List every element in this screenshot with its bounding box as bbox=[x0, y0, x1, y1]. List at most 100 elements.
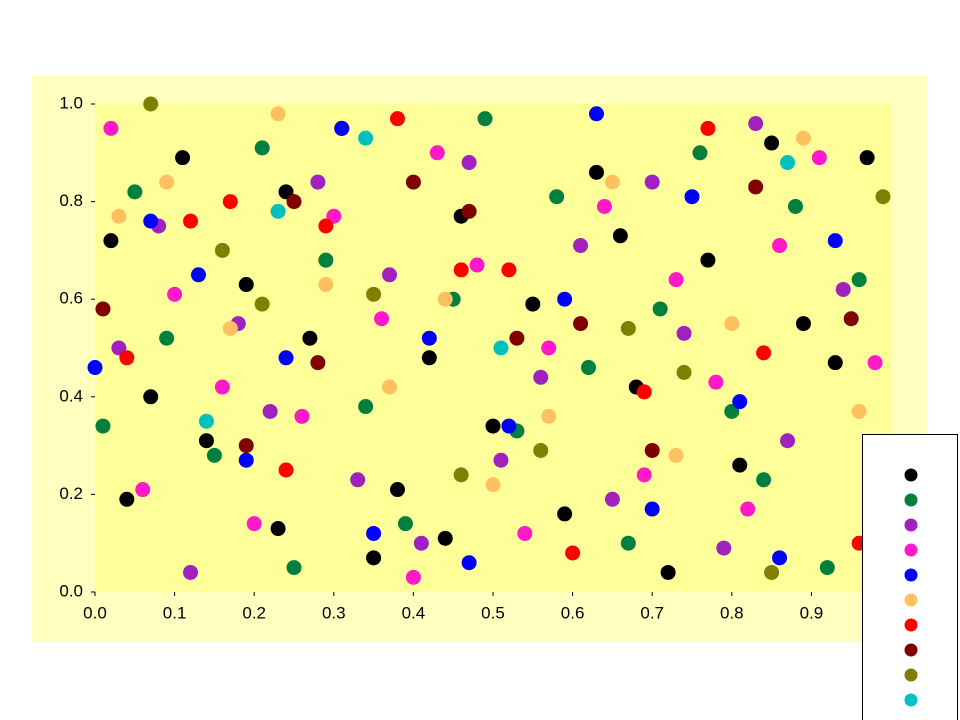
point bbox=[756, 472, 772, 488]
point bbox=[382, 267, 398, 283]
point bbox=[740, 501, 756, 517]
point bbox=[501, 418, 517, 434]
point bbox=[851, 272, 867, 288]
point bbox=[485, 418, 501, 434]
legend-marker bbox=[904, 468, 918, 482]
point bbox=[604, 491, 620, 507]
point bbox=[573, 316, 589, 332]
point bbox=[835, 281, 851, 297]
point bbox=[214, 242, 230, 258]
point bbox=[660, 564, 676, 580]
point bbox=[700, 252, 716, 268]
point bbox=[382, 379, 398, 395]
point bbox=[787, 198, 803, 214]
point bbox=[636, 384, 652, 400]
point bbox=[246, 516, 262, 532]
point bbox=[708, 374, 724, 390]
point bbox=[366, 550, 382, 566]
point bbox=[143, 389, 159, 405]
point bbox=[429, 145, 445, 161]
point bbox=[206, 447, 222, 463]
point bbox=[461, 155, 477, 171]
point bbox=[533, 442, 549, 458]
x-tick-label: 0.9 bbox=[800, 603, 824, 622]
point bbox=[254, 296, 270, 312]
point bbox=[278, 462, 294, 478]
point bbox=[254, 140, 270, 156]
point bbox=[238, 277, 254, 293]
point bbox=[493, 340, 509, 356]
y-tick-label: 0.4 bbox=[59, 386, 83, 405]
point bbox=[875, 189, 891, 205]
point bbox=[557, 291, 573, 307]
point bbox=[724, 316, 740, 332]
point bbox=[485, 477, 501, 493]
point bbox=[780, 155, 796, 171]
point bbox=[222, 320, 238, 336]
point bbox=[421, 330, 437, 346]
point bbox=[756, 345, 772, 361]
point bbox=[214, 379, 230, 395]
point bbox=[764, 135, 780, 151]
point bbox=[389, 482, 405, 498]
point bbox=[103, 233, 119, 249]
x-tick-label: 0.5 bbox=[481, 603, 505, 622]
point bbox=[103, 120, 119, 136]
point bbox=[565, 545, 581, 561]
point bbox=[772, 550, 788, 566]
point bbox=[493, 452, 509, 468]
x-tick-label: 0.1 bbox=[163, 603, 187, 622]
point bbox=[700, 120, 716, 136]
x-tick-label: 0.7 bbox=[640, 603, 664, 622]
point bbox=[175, 150, 191, 166]
legend-marker bbox=[904, 593, 918, 607]
point bbox=[644, 174, 660, 190]
point bbox=[159, 174, 175, 190]
point bbox=[509, 330, 525, 346]
point bbox=[87, 360, 103, 376]
point bbox=[119, 491, 135, 507]
point bbox=[716, 540, 732, 556]
point bbox=[604, 174, 620, 190]
legend-marker bbox=[904, 643, 918, 657]
point bbox=[238, 452, 254, 468]
point bbox=[676, 364, 692, 380]
point bbox=[469, 257, 485, 273]
point bbox=[334, 120, 350, 136]
point bbox=[270, 203, 286, 219]
point bbox=[827, 233, 843, 249]
point bbox=[549, 189, 565, 205]
legend-marker bbox=[904, 693, 918, 707]
point bbox=[95, 301, 111, 317]
point bbox=[222, 194, 238, 210]
point bbox=[557, 506, 573, 522]
point bbox=[183, 213, 199, 229]
point bbox=[573, 238, 589, 254]
point bbox=[318, 252, 334, 268]
x-tick-label: 0.0 bbox=[83, 603, 107, 622]
x-tick-label: 0.3 bbox=[322, 603, 346, 622]
point bbox=[620, 535, 636, 551]
point bbox=[238, 438, 254, 454]
point bbox=[620, 320, 636, 336]
point bbox=[676, 325, 692, 341]
point bbox=[453, 467, 469, 483]
point bbox=[270, 106, 286, 122]
point bbox=[318, 277, 334, 293]
point bbox=[198, 433, 214, 449]
point bbox=[588, 106, 604, 122]
legend-marker bbox=[904, 543, 918, 557]
point bbox=[811, 150, 827, 166]
point bbox=[668, 447, 684, 463]
point bbox=[692, 145, 708, 161]
point bbox=[278, 350, 294, 366]
point bbox=[366, 525, 382, 541]
point bbox=[358, 399, 374, 415]
x-tick-label: 0.8 bbox=[720, 603, 744, 622]
point bbox=[405, 174, 421, 190]
point bbox=[772, 238, 788, 254]
point bbox=[644, 501, 660, 517]
point bbox=[764, 564, 780, 580]
point bbox=[143, 213, 159, 229]
point bbox=[581, 360, 597, 376]
